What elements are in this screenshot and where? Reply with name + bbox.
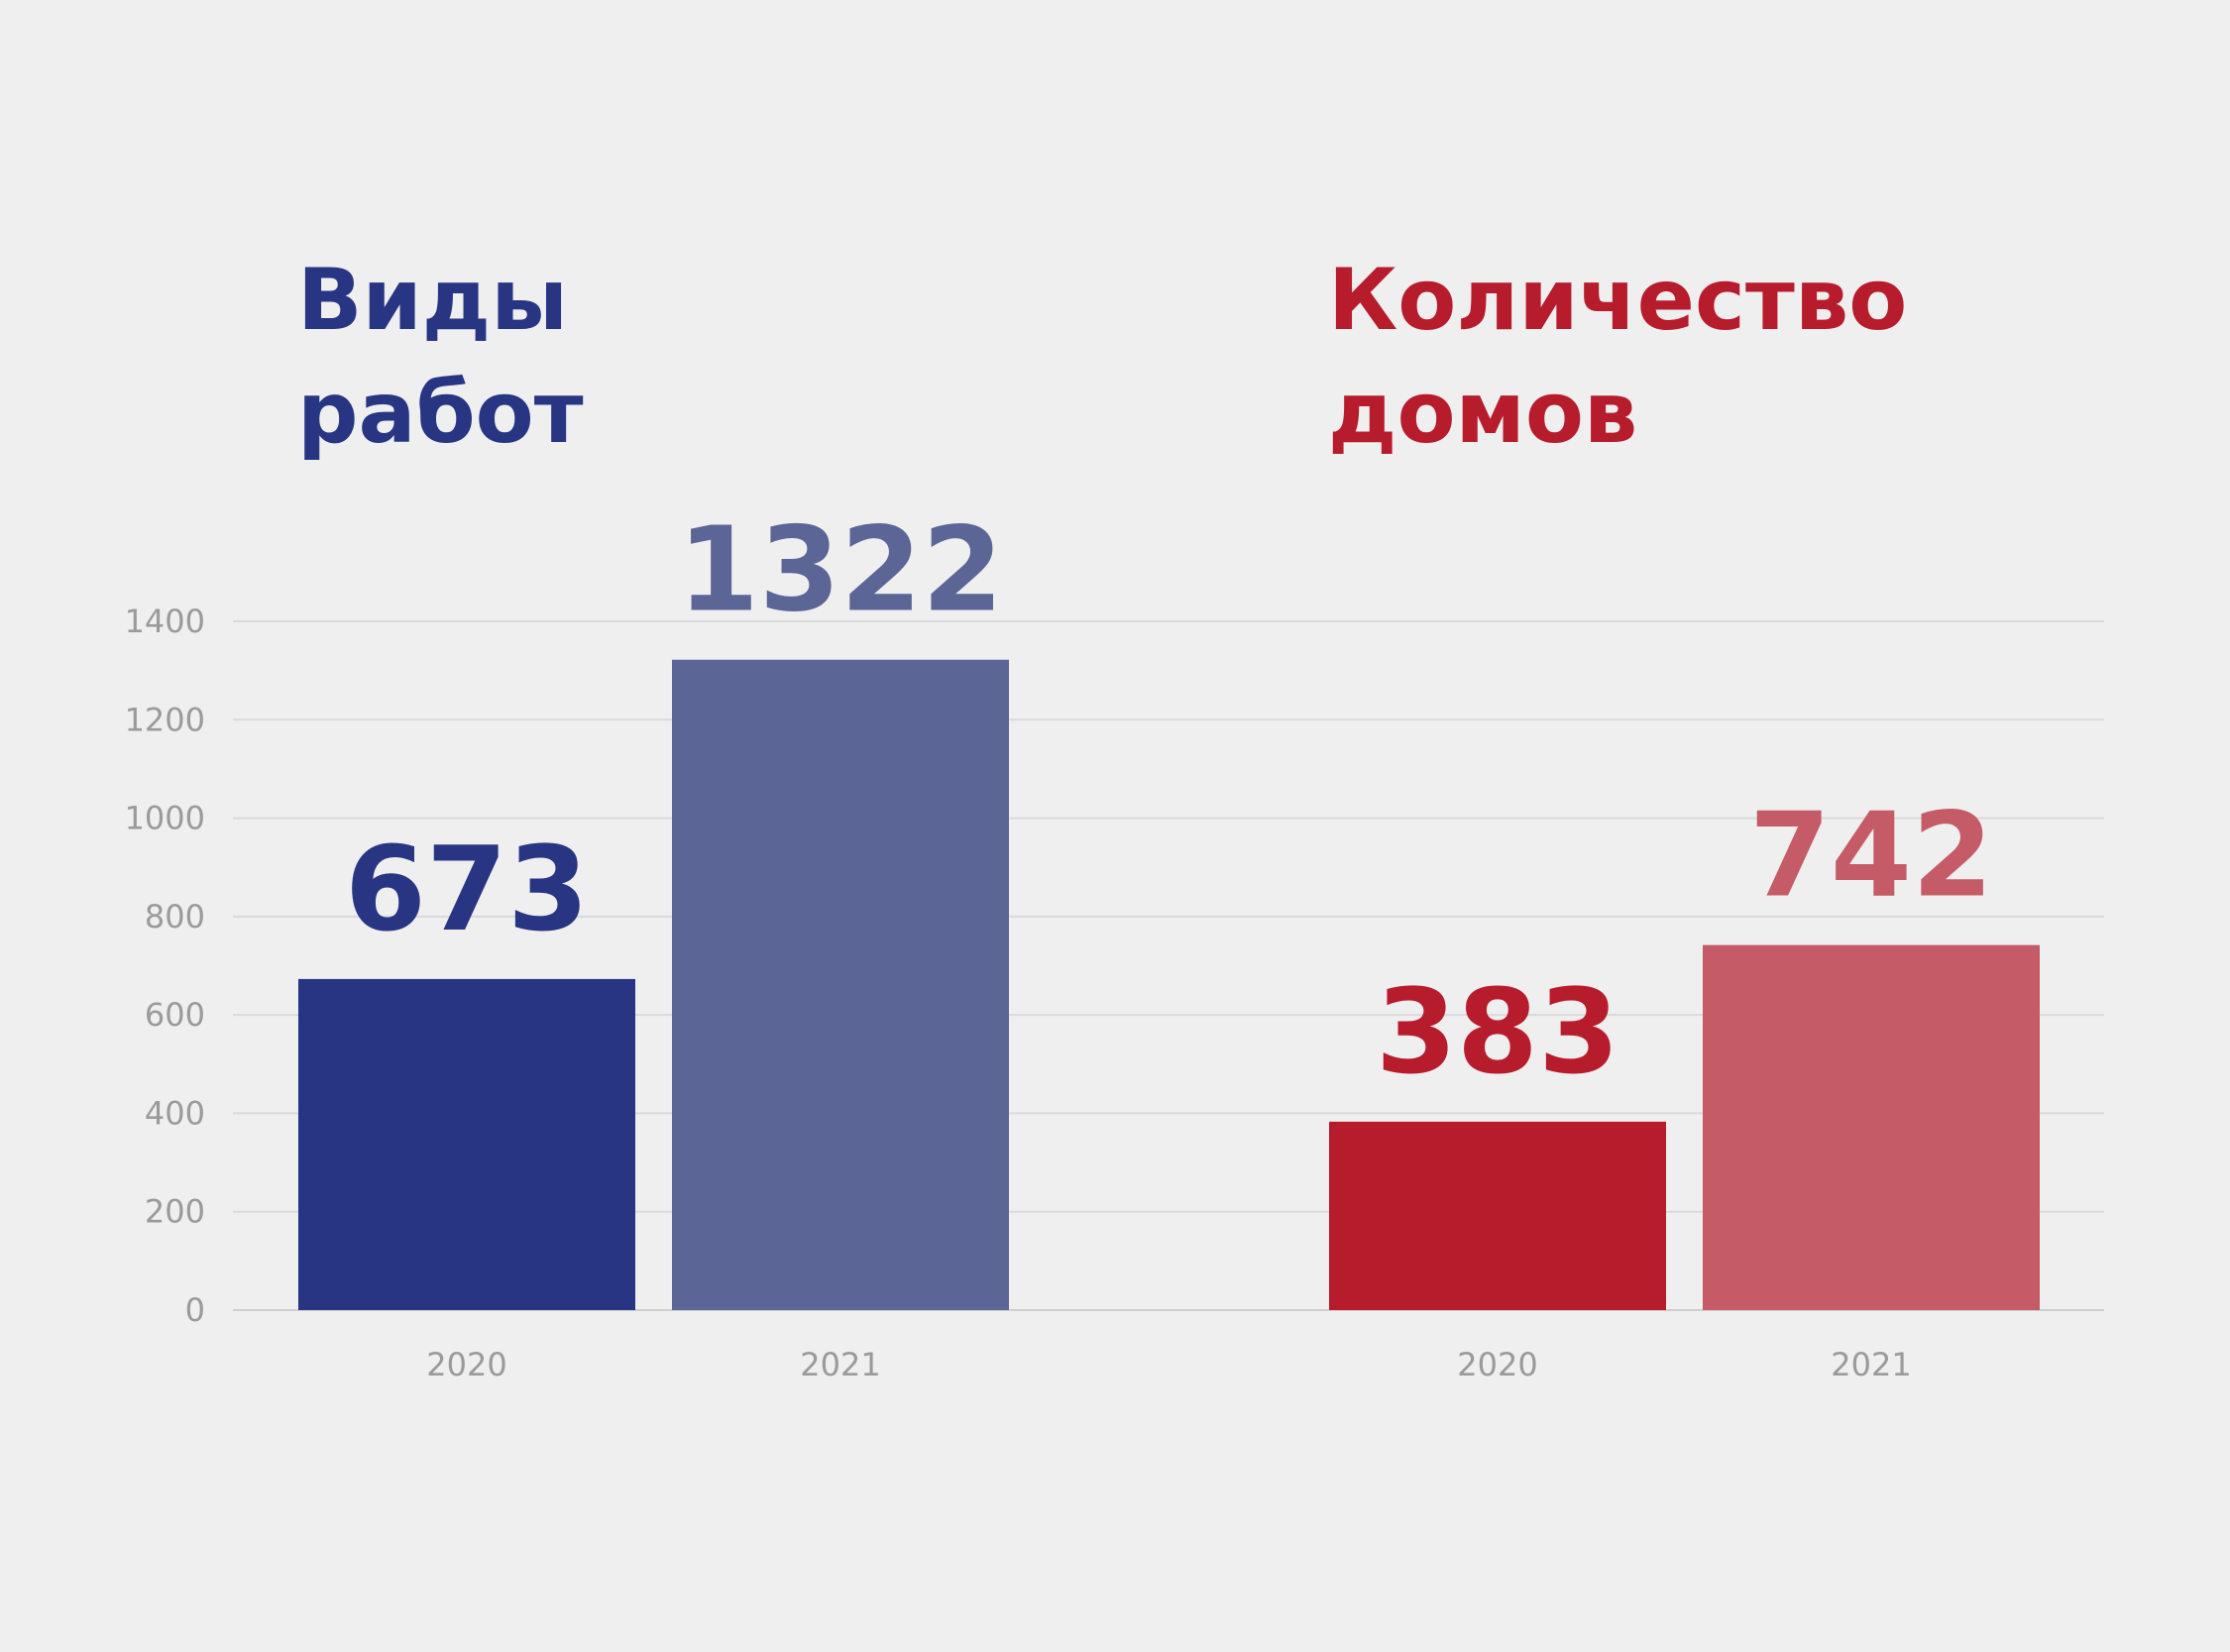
bar	[1329, 1121, 1666, 1310]
y-tick-label: 600	[145, 996, 205, 1034]
y-tick-label: 800	[145, 898, 205, 936]
x-tick-label: 2021	[1831, 1346, 1911, 1383]
x-tick-label: 2020	[1457, 1346, 1537, 1383]
y-tick-label: 0	[185, 1291, 205, 1329]
chart-title-left: Виды работ	[297, 251, 584, 463]
x-tick-label: 2021	[800, 1346, 880, 1383]
y-tick-label: 1000	[125, 800, 205, 837]
data-label: 673	[345, 821, 589, 957]
y-tick-label: 1200	[125, 701, 205, 738]
y-tick-label: 200	[145, 1193, 205, 1231]
x-tick-label: 2020	[426, 1346, 506, 1383]
bar	[298, 978, 635, 1310]
data-label: 383	[1376, 963, 1619, 1100]
y-tick-label: 400	[145, 1094, 205, 1132]
chart-title-right: Количество домов	[1328, 251, 1908, 463]
y-tick-label: 1400	[125, 603, 205, 640]
data-label: 742	[1749, 787, 1993, 924]
data-label: 1322	[678, 501, 1003, 638]
bar	[1703, 944, 2040, 1310]
bar	[672, 659, 1009, 1310]
